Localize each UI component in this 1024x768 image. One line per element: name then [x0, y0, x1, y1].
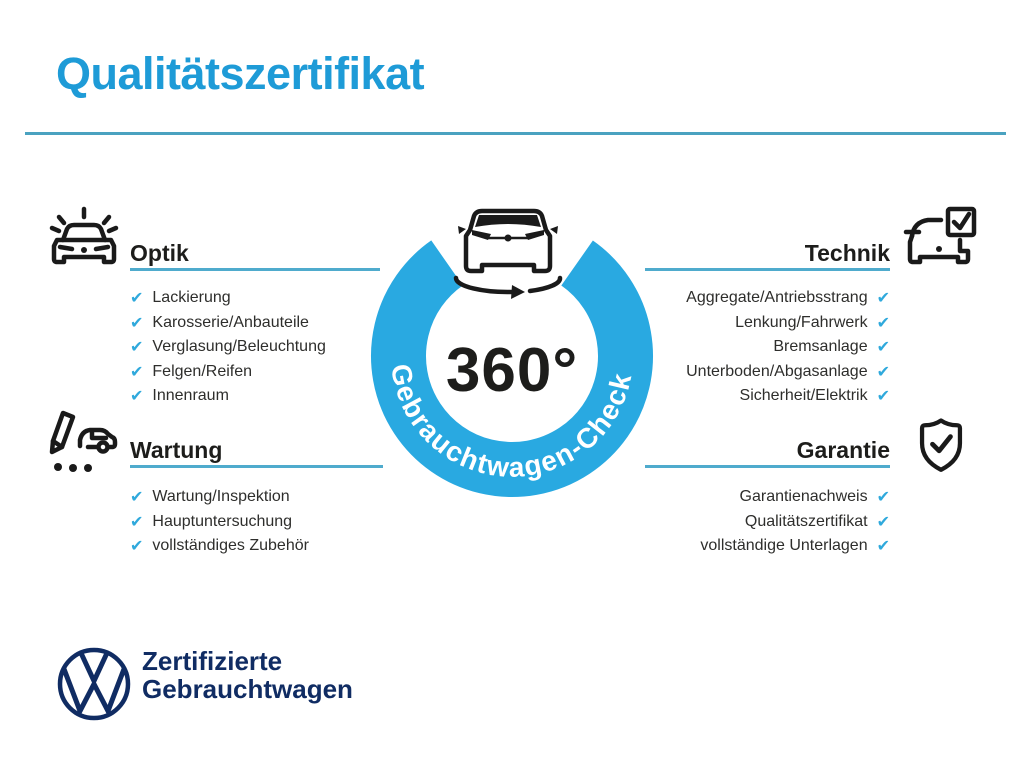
checklist-item: Qualitätszertifikat ✔	[580, 510, 890, 535]
checklist-item: ✔ Wartung/Inspektion	[130, 485, 309, 510]
check-icon: ✔	[130, 511, 144, 531]
brand-line-2: Gebrauchtwagen	[142, 674, 353, 704]
car-checkbox-icon	[903, 206, 977, 265]
shield-check-icon	[919, 418, 963, 472]
check-icon: ✔	[876, 386, 890, 406]
checklist-item: Garantienachweis ✔	[580, 485, 890, 510]
checklist-item: ✔ Karosserie/Anbauteile	[130, 311, 326, 336]
checklist-item: ✔ vollständiges Zubehör	[130, 534, 309, 559]
checklist-item: Aggregate/Antriebsstrang ✔	[580, 286, 890, 311]
checklist-item-label: Qualitätszertifikat	[744, 512, 868, 530]
ring-shape	[371, 215, 653, 497]
checklist-item-label: Sicherheit/Elektrik	[739, 387, 868, 405]
check-icon: ✔	[130, 312, 144, 332]
brand-name: Zertifizierte Gebrauchtwagen	[142, 647, 353, 703]
checklist-item-label: Verglasung/Beleuchtung	[152, 338, 326, 356]
checklist-item: vollständige Unterlagen ✔	[580, 534, 890, 559]
check-icon: ✔	[130, 487, 144, 507]
checklist-item-label: Bremsanlage	[773, 338, 868, 356]
check-icon: ✔	[130, 337, 144, 357]
checklist-item-label: Unterboden/Abgasanlage	[686, 362, 868, 380]
checklist-item-label: Aggregate/Antriebsstrang	[686, 289, 868, 307]
checklist-item: Bremsanlage ✔	[580, 335, 890, 360]
degree-label: 360°	[445, 336, 579, 405]
service-checklist-icon	[49, 410, 118, 472]
section-title-technik: Technik	[804, 240, 890, 266]
checklist-item-label: vollständige Unterlagen	[700, 537, 868, 555]
checklist-item: ✔ Felgen/Reifen	[130, 360, 326, 385]
garantie-checklist: Garantienachweis ✔ Qualitätszertifikat ✔ vol…	[580, 485, 890, 559]
checklist-item-label: Innenraum	[152, 387, 229, 405]
section-underline-garantie	[645, 465, 890, 468]
car-shine-icon	[49, 206, 119, 265]
technik-checklist: Aggregate/Antriebsstrang ✔ Lenkung/Fahrwer…	[580, 286, 890, 409]
check-icon: ✔	[876, 288, 890, 308]
car-front-rotation-icon	[453, 208, 563, 299]
checklist-item: ✔ Lackierung	[130, 286, 326, 311]
check-icon: ✔	[876, 511, 890, 531]
section-title-optik: Optik	[130, 240, 189, 266]
checklist-item: ✔ Verglasung/Beleuchtung	[130, 335, 326, 360]
check-icon: ✔	[876, 487, 890, 507]
check-icon: ✔	[130, 288, 144, 308]
title-divider	[25, 132, 1006, 135]
wartung-checklist: ✔ Wartung/Inspektion ✔ Hauptuntersuchung ✔ vo…	[130, 485, 309, 559]
checklist-item-label: Garantienachweis	[739, 488, 868, 506]
checklist-item-label: Wartung/Inspektion	[152, 488, 290, 506]
check-icon: ✔	[130, 536, 144, 556]
checklist-item-label: Felgen/Reifen	[152, 362, 253, 380]
section-underline-wartung	[130, 465, 383, 468]
rotation-arrows-icon	[453, 275, 563, 299]
checklist-item: Lenkung/Fahrwerk ✔	[580, 311, 890, 336]
checklist-item-label: vollständiges Zubehör	[152, 537, 309, 555]
section-title-garantie: Garantie	[796, 437, 890, 463]
checklist-item-label: Lackierung	[152, 289, 231, 307]
checklist-item-label: Karosserie/Anbauteile	[152, 313, 309, 331]
check-icon: ✔	[130, 386, 144, 406]
check-icon: ✔	[876, 361, 890, 381]
check-icon: ✔	[876, 312, 890, 332]
section-underline-technik	[645, 268, 890, 271]
brand-line-1: Zertifizierte	[142, 646, 283, 676]
checklist-item-label: Hauptuntersuchung	[152, 512, 293, 530]
check-icon: ✔	[876, 536, 890, 556]
vw-logo	[57, 647, 131, 721]
checklist-item-label: Lenkung/Fahrwerk	[735, 313, 868, 331]
section-title-wartung: Wartung	[130, 437, 223, 463]
optik-checklist: ✔ Lackierung ✔ Karosserie/Anbauteile ✔ Vergla…	[130, 286, 326, 409]
check-icon: ✔	[876, 337, 890, 357]
section-underline-optik	[130, 268, 380, 271]
checklist-item: ✔ Innenraum	[130, 384, 326, 409]
checklist-item: ✔ Hauptuntersuchung	[130, 510, 309, 535]
page-title: Qualitätszertifikat	[56, 48, 425, 99]
checklist-item: Unterboden/Abgasanlage ✔	[580, 360, 890, 385]
check-icon: ✔	[130, 361, 144, 381]
checklist-item: Sicherheit/Elektrik ✔	[580, 384, 890, 409]
